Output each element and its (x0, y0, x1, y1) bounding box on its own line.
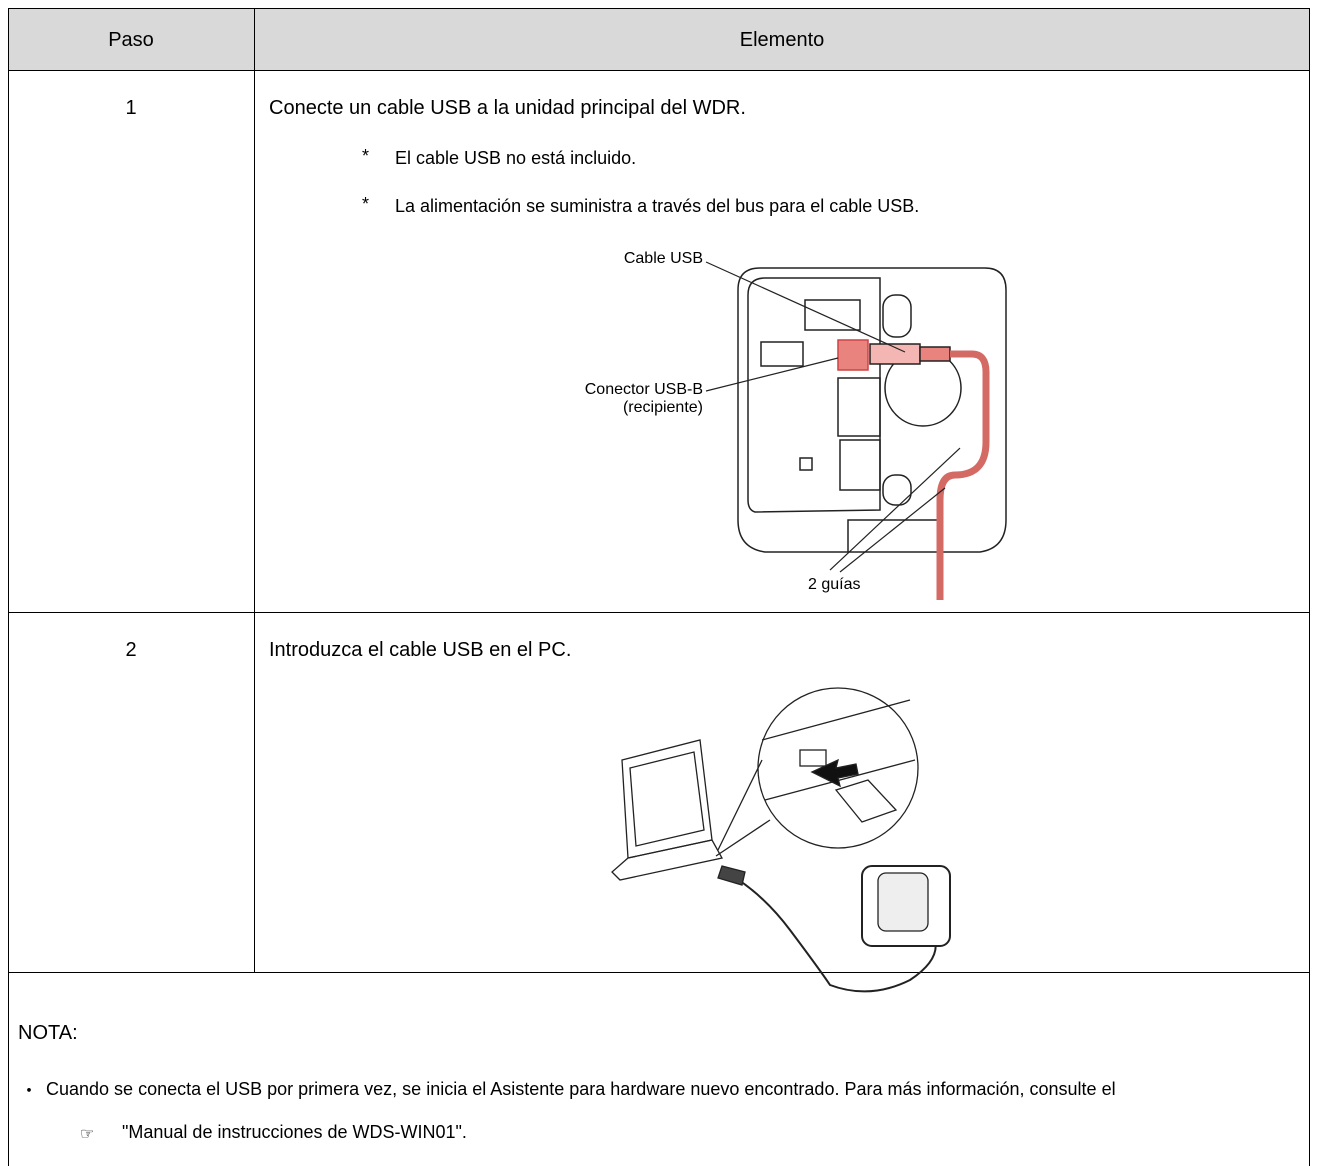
device-part (804, 299, 861, 331)
leader-line (705, 357, 839, 392)
usb-plug (834, 779, 898, 823)
figure-label: (recipiente) (622, 399, 703, 416)
header-cell: Elemento (739, 29, 825, 51)
laptop-screen-inner (629, 751, 705, 847)
connector (837, 339, 869, 371)
device-slot (882, 474, 912, 506)
border (8, 70, 1310, 71)
device-slot (882, 294, 912, 338)
step-number: 1 (125, 97, 137, 119)
figure-label: Conector USB-B (584, 381, 703, 398)
note-text: Cuando se conecta el USB por primera vez… (46, 1079, 1116, 1099)
magnifier-line (717, 759, 763, 851)
border (1309, 8, 1310, 1166)
figure-label: Cable USB (623, 250, 703, 267)
border (8, 612, 1310, 613)
device-part (837, 377, 881, 437)
border (254, 8, 255, 972)
device-part (839, 439, 881, 491)
header-bg (8, 8, 1310, 70)
cable (721, 869, 937, 993)
note-marker: ・ (20, 1081, 38, 1101)
step-text: Conecte un cable USB a la unidad princip… (269, 97, 746, 119)
leader-line (839, 487, 946, 573)
wdr-device-face (877, 872, 929, 932)
header-cell: Paso (108, 29, 154, 51)
step-text: Introduzca el cable USB en el PC. (269, 639, 572, 661)
leader-line (705, 261, 906, 353)
arrow (810, 758, 859, 788)
usb-plug (717, 865, 746, 886)
device-outline (737, 267, 1007, 553)
laptop-base (611, 839, 723, 881)
note-marker: * (362, 146, 370, 166)
device-part (760, 341, 804, 367)
cable (936, 350, 990, 600)
note-text: La alimentación se suministra a través d… (395, 196, 920, 216)
note-marker: * (362, 194, 370, 214)
magnifier-line (761, 699, 911, 741)
usb-port (799, 749, 827, 767)
reference-text: "Manual de instrucciones de WDS-WIN01". (122, 1122, 467, 1142)
magnifier-line (764, 759, 916, 801)
device-inner (747, 277, 881, 513)
magnifier-line (715, 819, 771, 857)
reference-icon: ☞ (80, 1126, 95, 1143)
step-number: 2 (125, 639, 137, 661)
border (8, 8, 1310, 9)
leader-line (829, 447, 961, 571)
note-title: NOTA: (18, 1022, 78, 1044)
border (8, 8, 9, 1166)
device-part (799, 457, 813, 471)
note-text: El cable USB no está incluido. (395, 148, 637, 168)
border (8, 972, 1310, 973)
figure-label: 2 guías (808, 576, 861, 593)
